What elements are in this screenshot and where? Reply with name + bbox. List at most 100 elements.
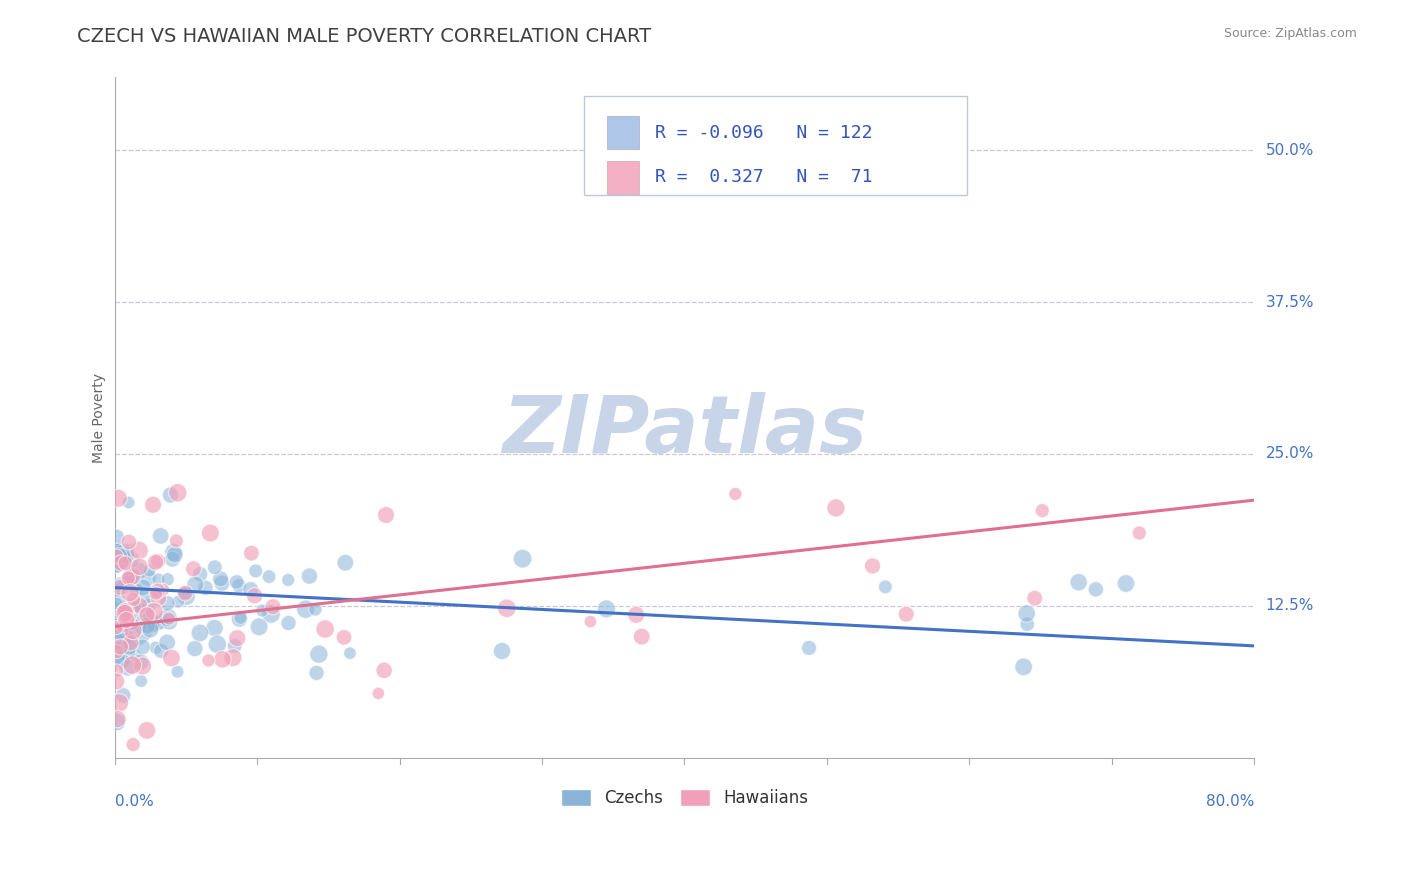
Point bbox=[129, 621, 152, 635]
Point bbox=[183, 562, 205, 576]
Point bbox=[262, 599, 284, 614]
Point bbox=[114, 605, 136, 619]
Point bbox=[260, 607, 283, 621]
Point bbox=[129, 655, 152, 669]
Point bbox=[138, 608, 160, 623]
Text: R =  0.327   N =  71: R = 0.327 N = 71 bbox=[655, 169, 872, 186]
Point bbox=[162, 552, 184, 566]
Point bbox=[108, 576, 131, 591]
Point bbox=[156, 596, 179, 610]
Point bbox=[1012, 660, 1035, 674]
Point bbox=[107, 712, 129, 726]
Point bbox=[138, 599, 160, 613]
Point bbox=[150, 644, 173, 658]
Point bbox=[107, 491, 129, 506]
Point bbox=[630, 630, 652, 644]
Point bbox=[200, 526, 222, 541]
Point bbox=[115, 548, 138, 562]
Point bbox=[105, 558, 128, 573]
Point bbox=[209, 572, 232, 586]
Point bbox=[335, 556, 357, 570]
Point bbox=[333, 631, 356, 645]
Point bbox=[142, 498, 165, 512]
Point bbox=[373, 664, 395, 678]
Point bbox=[156, 635, 179, 649]
Point bbox=[117, 575, 139, 590]
Point bbox=[120, 552, 142, 566]
Point bbox=[156, 572, 179, 586]
Point bbox=[105, 545, 128, 559]
Point bbox=[107, 558, 129, 573]
Point bbox=[128, 559, 150, 574]
Point bbox=[105, 531, 128, 545]
Point bbox=[512, 551, 534, 566]
Point bbox=[108, 696, 131, 710]
Point bbox=[314, 622, 336, 636]
Point bbox=[115, 613, 138, 627]
Point bbox=[228, 612, 250, 626]
Point bbox=[111, 627, 134, 641]
Point bbox=[1024, 591, 1046, 606]
Point bbox=[112, 618, 135, 632]
Point bbox=[115, 611, 138, 625]
Point bbox=[105, 635, 128, 649]
Point bbox=[240, 546, 263, 560]
Point bbox=[111, 654, 134, 668]
Point bbox=[174, 586, 197, 600]
Point bbox=[124, 648, 146, 663]
Point bbox=[114, 556, 136, 570]
Point bbox=[159, 615, 181, 629]
Point bbox=[204, 560, 226, 574]
Point bbox=[197, 653, 219, 667]
Point bbox=[1115, 576, 1137, 591]
Point bbox=[117, 543, 139, 558]
Point bbox=[247, 620, 270, 634]
Point bbox=[145, 640, 167, 655]
FancyBboxPatch shape bbox=[607, 161, 638, 194]
Text: Source: ZipAtlas.com: Source: ZipAtlas.com bbox=[1223, 27, 1357, 40]
Point bbox=[174, 586, 197, 600]
Point bbox=[163, 548, 186, 562]
Point bbox=[120, 616, 142, 631]
Point bbox=[579, 615, 602, 629]
Point bbox=[121, 569, 143, 583]
Point bbox=[188, 626, 211, 640]
Point bbox=[110, 615, 132, 629]
Point bbox=[136, 618, 159, 632]
Point bbox=[146, 583, 169, 598]
FancyBboxPatch shape bbox=[607, 116, 638, 149]
Point bbox=[110, 640, 132, 654]
Point bbox=[105, 597, 128, 611]
Point bbox=[121, 658, 143, 673]
Point bbox=[207, 637, 229, 651]
Point bbox=[143, 605, 166, 619]
Point bbox=[1015, 607, 1038, 621]
Point bbox=[375, 508, 398, 522]
Point bbox=[228, 579, 250, 593]
Point bbox=[142, 619, 165, 633]
Point bbox=[159, 488, 181, 502]
Text: 25.0%: 25.0% bbox=[1265, 447, 1315, 461]
Point bbox=[339, 646, 361, 660]
Point bbox=[105, 549, 128, 564]
Point bbox=[118, 640, 141, 654]
Point bbox=[724, 487, 747, 501]
Point bbox=[108, 621, 131, 635]
Point bbox=[1128, 526, 1150, 541]
Point bbox=[896, 607, 918, 622]
Point bbox=[252, 604, 274, 618]
Point bbox=[148, 554, 170, 568]
Point bbox=[245, 564, 267, 578]
Point bbox=[114, 602, 136, 616]
Text: 50.0%: 50.0% bbox=[1265, 143, 1315, 158]
Point bbox=[160, 651, 183, 665]
Point bbox=[110, 651, 132, 665]
Point bbox=[131, 640, 153, 654]
Point bbox=[239, 582, 262, 597]
Point bbox=[162, 545, 184, 559]
Point bbox=[188, 567, 211, 582]
Point bbox=[105, 583, 128, 598]
Point bbox=[875, 580, 897, 594]
Point bbox=[114, 603, 136, 617]
Point bbox=[138, 564, 160, 578]
